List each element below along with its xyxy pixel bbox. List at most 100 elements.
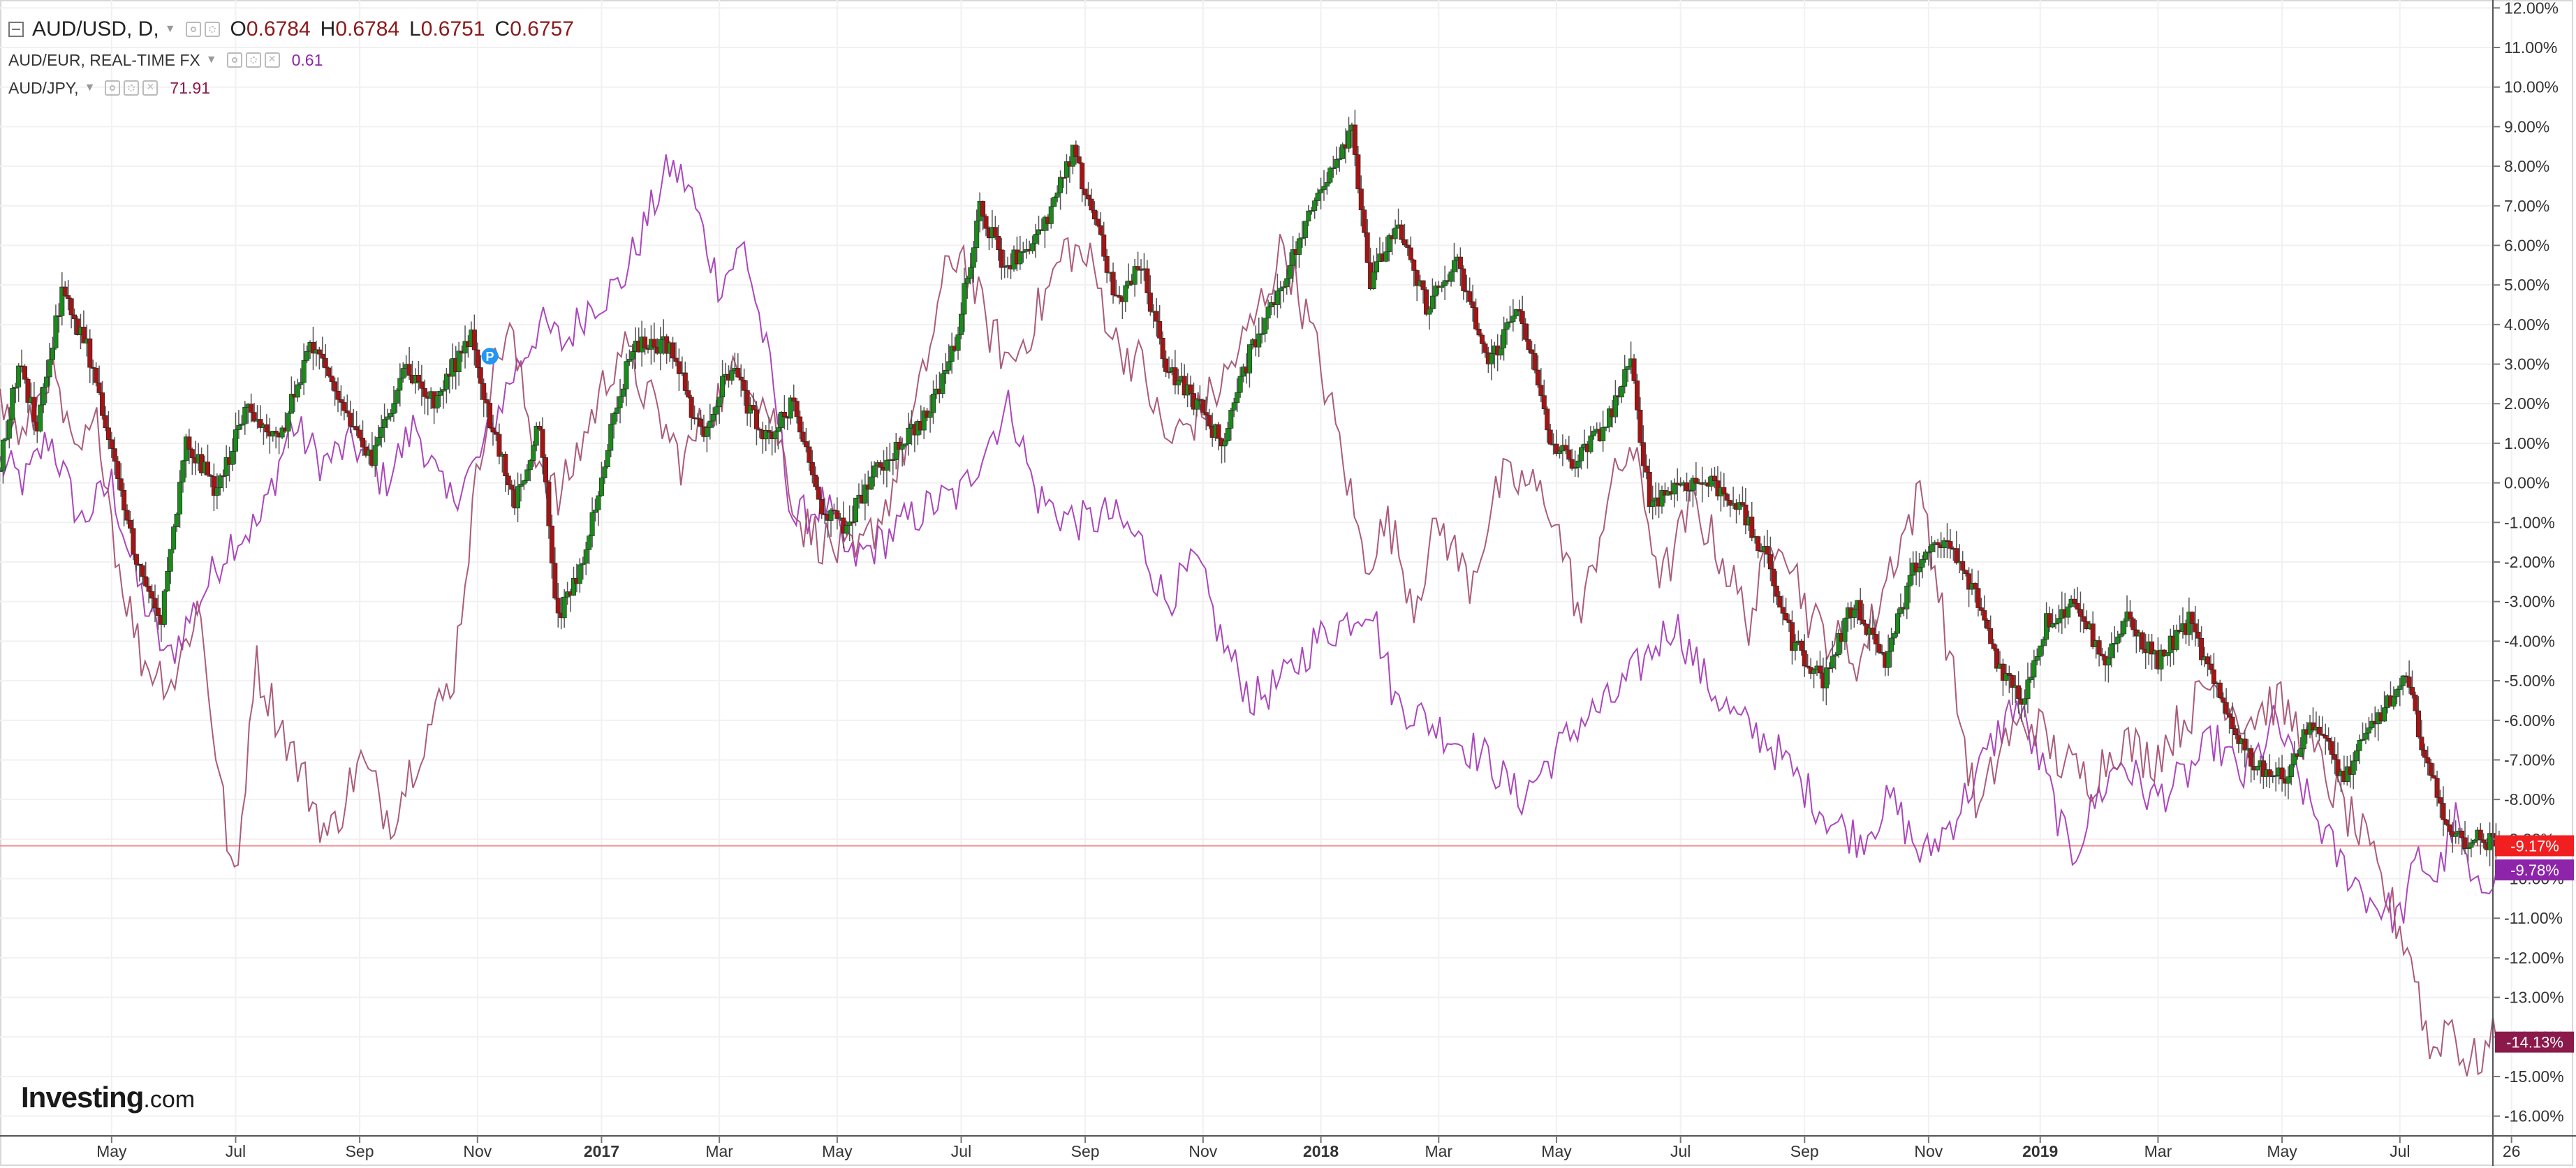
candle-body <box>803 441 809 448</box>
candle-body <box>6 419 12 439</box>
candle-body <box>2003 673 2009 681</box>
legend-main-row[interactable]: AUD/USD, D, ▼ O 0.6784 H 0.6784 L 0.6751… <box>8 13 584 46</box>
end-label-box <box>2495 835 2574 857</box>
gear-icon[interactable] <box>245 52 261 68</box>
y-axis[interactable]: 12.00% 11.00% 10.00% 9.00% 8.00% 7.00% 6.00% 5.… <box>2492 0 2564 1166</box>
dropdown-caret-icon[interactable]: ▼ <box>205 54 217 66</box>
dropdown-caret-icon[interactable]: ▼ <box>84 82 96 94</box>
candle-body <box>695 417 700 420</box>
x-tick-label: May <box>1541 1142 1572 1160</box>
candle-body <box>626 359 632 362</box>
y-tick-label: 2.00% <box>2504 394 2549 413</box>
candle-body <box>596 495 601 510</box>
candle-body <box>53 315 59 348</box>
candle-body <box>2255 766 2260 771</box>
candle-body <box>1098 225 1103 235</box>
candle-body <box>2465 847 2471 850</box>
candle-body <box>1566 450 1572 460</box>
candle-body <box>1765 546 1770 555</box>
y-tick-label: -12.00% <box>2504 949 2564 967</box>
candle-body <box>25 378 31 403</box>
candle-body <box>871 465 877 478</box>
candle-body <box>704 427 709 437</box>
candle-body <box>1321 186 1327 191</box>
eye-icon[interactable] <box>226 52 242 68</box>
candle-body <box>1535 369 1540 385</box>
candle-body <box>251 412 257 422</box>
candle-body <box>2174 630 2179 650</box>
candle-body <box>1588 435 1594 452</box>
candle-body <box>2028 677 2033 681</box>
candle-body <box>462 341 468 354</box>
candle-body <box>66 295 71 299</box>
candle-body <box>1507 321 1513 323</box>
candle-body <box>1793 642 1798 651</box>
candle-body <box>744 390 750 414</box>
candle-body <box>434 395 440 409</box>
legend-row-aud-eur[interactable]: AUD/EUR, REAL-TIME FX ▼ 0.61 <box>8 46 584 74</box>
candle-body <box>1076 156 1082 163</box>
candle-body <box>1892 633 1897 639</box>
eye-icon[interactable] <box>185 22 201 37</box>
candle-body <box>1442 280 1448 286</box>
candle-body <box>1482 343 1488 353</box>
candle-body <box>2360 739 2366 741</box>
candle-body <box>1526 339 1531 350</box>
candle-body <box>1110 272 1116 295</box>
close-icon[interactable] <box>264 52 280 68</box>
gear-icon[interactable] <box>124 80 140 96</box>
legend-row-aud-jpy[interactable]: AUD/JPY, ▼ 71.91 <box>8 74 584 102</box>
candle-body <box>751 405 756 411</box>
end-label-text: -9.17% <box>2510 837 2559 855</box>
candle-body <box>2034 656 2040 661</box>
candle-body <box>546 482 552 526</box>
gear-icon[interactable] <box>204 22 220 37</box>
candle-body <box>964 278 970 284</box>
candle-body <box>738 376 744 380</box>
candle-body <box>1104 256 1110 273</box>
candle-body <box>2217 682 2223 698</box>
candle-body <box>781 412 787 417</box>
candle-body <box>1163 358 1169 372</box>
candle-body <box>171 526 177 550</box>
close-label: C <box>494 17 510 40</box>
collapse-toggle-icon[interactable] <box>8 22 24 37</box>
candle-body <box>1246 344 1252 374</box>
y-tick-label: -8.00% <box>2504 790 2555 808</box>
dropdown-caret-icon[interactable]: ▼ <box>164 23 176 35</box>
candle-body <box>316 349 322 355</box>
candle-body <box>720 376 726 398</box>
candle-body <box>624 361 629 390</box>
candle-body <box>112 448 117 462</box>
candle-body <box>1371 272 1376 290</box>
candle-body <box>1960 561 1966 571</box>
candle-body <box>2031 660 2037 678</box>
candle-body <box>397 378 403 391</box>
candle-body <box>2332 754 2338 760</box>
candle-body <box>968 267 973 279</box>
close-icon[interactable] <box>142 80 159 96</box>
candle-body <box>2279 767 2285 780</box>
eye-icon[interactable] <box>105 80 121 96</box>
candle-body <box>388 413 393 417</box>
candle-body <box>1061 177 1066 179</box>
candle-body <box>87 338 93 368</box>
candle-body <box>850 522 855 524</box>
x-axis[interactable]: May Jul Sep Nov 2017 Mar May Jul Sep Nov 2018 Mar Ma… <box>0 1135 2576 1160</box>
y-tick-label: -7.00% <box>2504 751 2555 769</box>
candle-body <box>2016 685 2022 700</box>
candle-body <box>2462 837 2468 850</box>
candle-body <box>1123 285 1128 302</box>
candle-body <box>2363 732 2369 740</box>
candle-body <box>124 510 130 521</box>
candle-body <box>2118 633 2124 637</box>
candle-body <box>2047 613 2052 628</box>
aud-jpy-label: AUD/JPY, <box>8 78 79 97</box>
candle-body <box>1429 295 1435 309</box>
candle-body <box>992 227 998 237</box>
candle-body <box>0 470 3 472</box>
candle-body <box>571 577 576 596</box>
candle-body <box>1327 168 1333 183</box>
candle-body <box>103 415 108 429</box>
